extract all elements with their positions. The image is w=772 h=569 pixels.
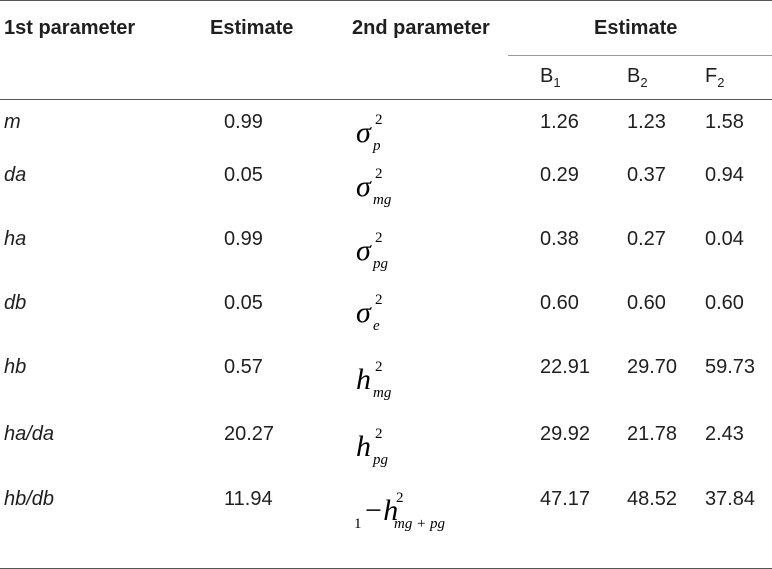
symbol-subscript: mg + pg: [394, 516, 445, 532]
row-b2: 1.23: [627, 111, 666, 133]
row-param1: db: [4, 292, 27, 314]
row-estimate1: 20.27: [224, 423, 275, 445]
row-b1: 1.26: [540, 111, 579, 133]
row-b2: 0.60: [627, 292, 666, 314]
estimate-group-rule: [508, 55, 772, 56]
symbol-superscript: 2: [396, 490, 404, 506]
subheader-b2: B2: [627, 64, 648, 95]
subheader-b1-base: B: [540, 65, 554, 87]
row-f2: 37.84: [705, 488, 756, 510]
subheader-f2-base: F: [705, 65, 718, 87]
symbol-superscript: 2: [375, 112, 383, 128]
row-b2: 0.27: [627, 228, 666, 250]
subheader-b1-sub: 1: [553, 75, 561, 90]
row-param1: hb: [4, 356, 27, 378]
symbol-subscript: p: [373, 138, 381, 154]
row-param1: da: [4, 164, 27, 186]
symbol-subscript: pg: [373, 256, 388, 272]
symbol-superscript: 2: [375, 359, 383, 375]
row-b1: 0.38: [540, 228, 579, 250]
header-1st-parameter: 1st parameter: [4, 17, 136, 39]
row-b2: 0.37: [627, 164, 666, 186]
header-estimate-1: Estimate: [210, 17, 294, 39]
row-f2: 0.04: [705, 228, 744, 250]
row-estimate1: 0.57: [224, 356, 263, 378]
symbol-subscript: e: [373, 318, 380, 334]
row-estimate1: 11.94: [224, 488, 273, 510]
symbol-subscript: mg: [373, 192, 392, 208]
row-estimate1: 0.05: [224, 164, 263, 186]
symbol-base: −h: [363, 494, 399, 527]
row-estimate1: 0.05: [224, 292, 263, 314]
row-f2: 1.58: [705, 111, 744, 133]
symbol-subscript: mg: [373, 385, 392, 401]
symbol-superscript: 2: [375, 426, 383, 442]
row-f2: 0.94: [705, 164, 744, 186]
row-estimate1: 0.99: [224, 111, 263, 133]
header-bottom-rule: [0, 99, 772, 100]
header-estimate-2: Estimate: [594, 17, 678, 39]
row-param1: ha: [4, 228, 27, 250]
symbol-subscript: pg: [373, 452, 388, 468]
header-2nd-parameter: 2nd parameter: [352, 17, 490, 39]
row-b1: 47.17: [540, 488, 591, 510]
symbol-base: σ: [356, 116, 371, 149]
symbol-base: h: [356, 363, 371, 396]
symbol-base: σ: [356, 296, 371, 329]
symbol-prefix: 1: [354, 516, 362, 532]
row-f2: 59.73: [705, 356, 756, 378]
row-b1: 22.91: [540, 356, 591, 378]
row-f2: 2.43: [705, 423, 744, 445]
symbol-superscript: 2: [375, 166, 383, 182]
subheader-f2-sub: 2: [717, 75, 725, 90]
subheader-b1: B1: [540, 64, 561, 95]
row-param1: ha/da: [4, 423, 55, 445]
subheader-b2-base: B: [627, 65, 641, 87]
top-rule: [0, 0, 772, 1]
row-b1: 0.60: [540, 292, 579, 314]
symbol-base: σ: [356, 234, 371, 267]
symbol-base: h: [356, 430, 371, 463]
row-b2: 29.70: [627, 356, 678, 378]
symbol-superscript: 2: [375, 230, 383, 246]
row-b1: 29.92: [540, 423, 591, 445]
row-b2: 21.78: [627, 423, 678, 445]
row-b1: 0.29: [540, 164, 579, 186]
row-param1: m: [4, 111, 21, 133]
subheader-f2: F2: [705, 64, 724, 95]
symbol-base: σ: [356, 170, 371, 203]
row-estimate1: 0.99: [224, 228, 263, 250]
symbol-superscript: 2: [375, 292, 383, 308]
row-f2: 0.60: [705, 292, 744, 314]
row-param1: hb/db: [4, 488, 55, 510]
row-b2: 48.52: [627, 488, 678, 510]
subheader-b2-sub: 2: [640, 75, 648, 90]
